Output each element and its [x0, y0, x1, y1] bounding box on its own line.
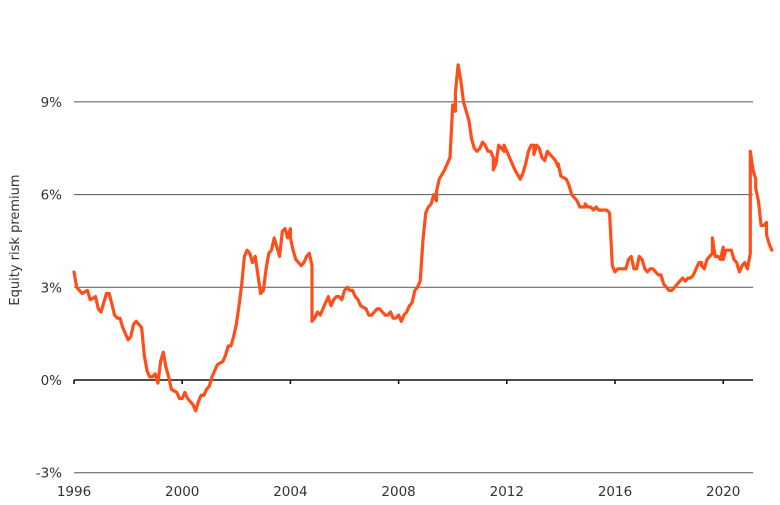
x-tick-label: 1996	[57, 484, 91, 500]
x-tick-label: 2016	[598, 484, 632, 500]
x-axis	[73, 379, 753, 384]
x-tick-label: 2008	[381, 484, 415, 500]
y-tick-label: 3%	[41, 280, 63, 296]
y-tick-label: 9%	[41, 95, 63, 111]
horizontal-gridlines	[74, 101, 753, 474]
x-tick-label: 2004	[273, 484, 307, 500]
y-axis-label: Equity risk premium	[8, 174, 23, 305]
x-tick-label: 2020	[706, 484, 740, 500]
x-tick-label: 2000	[165, 484, 199, 500]
equity-risk-premium-line	[72, 63, 774, 413]
y-tick-label: 6%	[41, 188, 63, 204]
y-axis-tick-labels: 9% 6% 3% 0% -3%	[36, 95, 62, 482]
x-axis-tick-labels: 1996 2000 2004 2008 2012 2016 2020	[57, 484, 741, 500]
y-tick-label: 0%	[41, 373, 63, 389]
x-tick-label: 2012	[490, 484, 524, 500]
y-tick-label: -3%	[36, 466, 62, 482]
